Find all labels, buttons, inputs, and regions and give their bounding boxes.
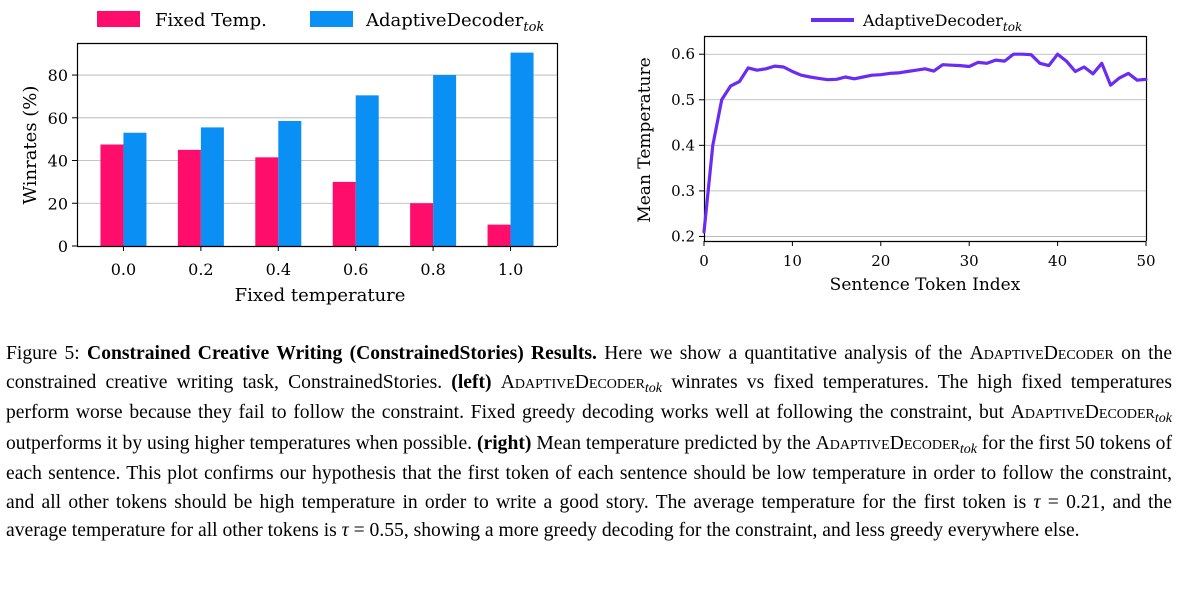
caption-subscript-2: tok bbox=[1154, 411, 1172, 426]
legend-swatch-adaptive bbox=[310, 11, 353, 27]
caption-title: Constrained Creative Writing (Constraine… bbox=[87, 343, 597, 364]
caption-subscript-3: tok bbox=[959, 441, 977, 457]
right-x-tick-label: 20 bbox=[871, 252, 890, 270]
right-x-tick-label: 10 bbox=[783, 252, 802, 270]
figure-caption: Figure 5: Constrained Creative Writing (… bbox=[6, 340, 1172, 546]
right-x-label: Sentence Token Index bbox=[830, 275, 1021, 295]
caption-left-marker: (left) bbox=[451, 371, 492, 393]
bar-fixed-temp bbox=[332, 181, 356, 246]
left-x-tick-label: 0.8 bbox=[420, 260, 445, 279]
figure-charts: Fixed Temp. AdaptiveDecodertok Fixed tem… bbox=[20, 10, 1156, 306]
left-y-label: Winrates (%) bbox=[20, 86, 41, 205]
caption-method-4: AdaptiveDecoder bbox=[815, 432, 960, 454]
bar-fixed-temp bbox=[255, 157, 279, 246]
bar-adaptive-decoder bbox=[123, 132, 147, 246]
left-x-tick-label: 0.6 bbox=[343, 260, 368, 279]
caption-text-4: outperforms it by using higher temperatu… bbox=[6, 432, 478, 454]
right-x-tick-label: 0 bbox=[699, 252, 709, 270]
left-bar-chart: Fixed temperature Winrates (%) 0 20 40 60 80… bbox=[20, 42, 559, 306]
caption-text-3: winrates vs fixed temperatures. The high… bbox=[6, 371, 1172, 424]
right-legend: AdaptiveDecodertok bbox=[811, 11, 1022, 34]
left-y-tick-label: 60 bbox=[48, 109, 68, 128]
caption-value-2: = 0.55, showing a more greedy decoding f… bbox=[348, 520, 1080, 541]
bar-adaptive-decoder bbox=[510, 52, 534, 247]
caption-text-6: for the first 50 tokens of each sentence… bbox=[6, 432, 1172, 513]
left-y-tick-label: 20 bbox=[48, 194, 68, 213]
caption-tau-1: τ bbox=[1033, 491, 1041, 513]
right-y-tick-label: 0.6 bbox=[671, 45, 695, 63]
caption-method-2: AdaptiveDecoder bbox=[500, 371, 645, 393]
right-x-tick-label: 50 bbox=[1136, 252, 1155, 270]
legend-label-fixed: Fixed Temp. bbox=[155, 10, 267, 31]
caption-method-1: AdaptiveDecoder bbox=[969, 343, 1114, 364]
caption-subscript-1: tok bbox=[644, 380, 663, 396]
right-x-tick-label: 40 bbox=[1048, 252, 1067, 270]
right-x-tick-label: 30 bbox=[960, 252, 979, 270]
caption-value-1: = 0.21, and the average temperature for … bbox=[6, 491, 1172, 542]
caption-tau-2: τ bbox=[341, 520, 349, 541]
left-y-tick-label: 40 bbox=[48, 152, 68, 171]
right-y-tick-label: 0.5 bbox=[671, 91, 695, 109]
left-x-tick-label: 0.0 bbox=[111, 260, 136, 279]
bar-fixed-temp bbox=[410, 203, 434, 246]
caption-text-2: on the constrained creative writing task… bbox=[6, 343, 1173, 393]
right-y-label: Mean Temperature bbox=[635, 57, 655, 222]
left-y-tick-label: 80 bbox=[48, 66, 68, 85]
bar-adaptive-decoder bbox=[200, 127, 224, 246]
caption-paragraph: Figure 5: Constrained Creative Writing (… bbox=[6, 340, 1172, 546]
legend-swatch-fixed bbox=[97, 11, 140, 27]
caption-text-1: Here we show a quantitative analysis of … bbox=[596, 343, 970, 364]
right-y-tick-label: 0.3 bbox=[671, 182, 695, 200]
bar-fixed-temp bbox=[100, 144, 124, 246]
legend-label-right-adaptive: AdaptiveDecodertok bbox=[862, 11, 1022, 34]
left-x-tick-label: 1.0 bbox=[498, 260, 523, 279]
bar-adaptive-decoder bbox=[433, 75, 457, 246]
caption-right-marker: (right) bbox=[477, 432, 532, 454]
bar-fixed-temp bbox=[487, 224, 511, 246]
caption-label: Figure 5: bbox=[6, 343, 80, 364]
bar-adaptive-decoder bbox=[355, 95, 379, 246]
left-x-tick-label: 0.4 bbox=[266, 260, 291, 279]
figure-svg: Fixed Temp. AdaptiveDecodertok Fixed tem… bbox=[20, 10, 1156, 306]
legend-label-adaptive: AdaptiveDecodertok bbox=[365, 10, 544, 35]
series-line-adaptive-decoder bbox=[702, 52, 1148, 234]
right-y-tick-label: 0.4 bbox=[671, 136, 695, 154]
left-x-tick-label: 0.2 bbox=[188, 260, 213, 279]
caption-text-5: Mean temperature predicted by the bbox=[531, 432, 816, 454]
left-legend: Fixed Temp. AdaptiveDecodertok bbox=[97, 10, 544, 35]
left-y-tick-label: 0 bbox=[58, 237, 68, 256]
bar-adaptive-decoder bbox=[278, 120, 302, 246]
right-y-tick-label: 0.2 bbox=[671, 227, 695, 245]
bar-fixed-temp bbox=[177, 149, 201, 246]
left-x-label: Fixed temperature bbox=[235, 285, 406, 306]
caption-method-3: AdaptiveDecoder bbox=[1010, 402, 1155, 423]
right-line-chart: Sentence Token Index Mean Temperature 0.… bbox=[635, 35, 1156, 295]
